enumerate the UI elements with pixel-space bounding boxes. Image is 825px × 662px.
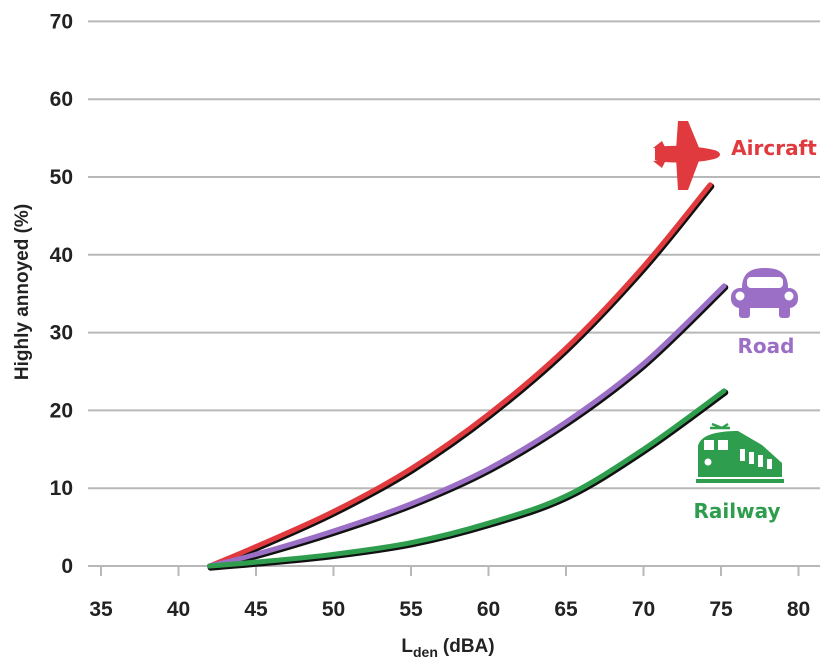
y-tick-label: 50 bbox=[50, 166, 73, 189]
series-labels: Aircraft Road Railway bbox=[693, 136, 817, 523]
y-tick-label: 30 bbox=[50, 322, 73, 345]
airplane-icon bbox=[653, 121, 720, 190]
series-label-road: Road bbox=[738, 334, 795, 358]
series-label-aircraft: Aircraft bbox=[731, 136, 817, 160]
y-tick-label: 0 bbox=[61, 555, 73, 578]
x-axis: 35 40 45 50 55 60 65 70 75 80 bbox=[88, 565, 820, 621]
y-tick-label: 70 bbox=[50, 10, 73, 33]
x-tick-label: 45 bbox=[244, 598, 268, 621]
x-tick-label: 60 bbox=[477, 598, 500, 621]
x-axis-title-main: L bbox=[401, 636, 413, 657]
x-tick-label: 40 bbox=[167, 598, 190, 621]
y-axis-ticks: 0 10 20 30 40 50 60 70 bbox=[50, 10, 73, 578]
train-icon bbox=[696, 422, 784, 483]
x-tick-label: 50 bbox=[322, 598, 345, 621]
series-line-railway bbox=[207, 388, 727, 569]
series-line-shadow bbox=[207, 183, 715, 571]
x-tick-label: 75 bbox=[709, 598, 733, 621]
y-tick-label: 60 bbox=[50, 88, 73, 111]
x-tick-label: 65 bbox=[554, 598, 578, 621]
series-line-aircraft bbox=[207, 182, 713, 569]
x-tick-label: 70 bbox=[632, 598, 655, 621]
y-tick-label: 10 bbox=[50, 477, 73, 500]
series-line-road bbox=[207, 283, 727, 569]
series-label-railway: Railway bbox=[693, 499, 780, 523]
y-tick-label: 40 bbox=[50, 244, 73, 267]
series-lines bbox=[207, 182, 729, 571]
x-tick-label: 80 bbox=[787, 598, 810, 621]
series-icons bbox=[653, 121, 798, 483]
y-axis-title: Highly annoyed (%) bbox=[12, 204, 33, 380]
x-tick-label: 55 bbox=[399, 598, 423, 621]
x-tick-label: 35 bbox=[89, 598, 113, 621]
car-icon bbox=[731, 268, 798, 318]
x-axis-title-unit: (dBA) bbox=[443, 636, 495, 657]
y-tick-label: 20 bbox=[50, 399, 73, 422]
x-axis-title: Lden (dBA) bbox=[401, 636, 494, 660]
grid-lines bbox=[88, 20, 820, 490]
x-axis-title-subscript: den bbox=[413, 644, 438, 660]
